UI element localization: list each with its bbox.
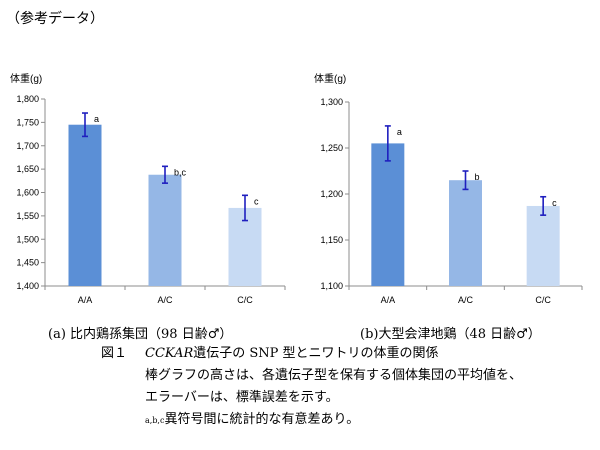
x-tick-label: A/A [78, 295, 93, 305]
significance-label: a [397, 127, 402, 137]
significance-label: c [254, 196, 259, 206]
y-tick-label: 1,500 [16, 234, 39, 244]
caption-line-4: a,b,c異符号間に統計的な有意差あり。 [101, 409, 522, 432]
y-tick-label: 1,150 [320, 235, 343, 245]
y-tick-label: 1,650 [16, 164, 39, 174]
bar [68, 124, 102, 287]
y-tick-label: 1,300 [320, 97, 343, 107]
bar [371, 143, 405, 286]
x-tick-label: A/C [157, 295, 173, 305]
significance-label: a [94, 114, 99, 124]
y-tick-label: 1,250 [320, 143, 343, 153]
significance-letters: a,b,c [145, 416, 165, 425]
chart-a: 体重(g) 1,400 1,450 1,500 1,550 1,600 1,650 1,700… [10, 72, 286, 305]
bar [449, 180, 482, 286]
figure-title-line: 図１ CCKAR遺伝子の SNP 型とニワトリの体重の関係 [101, 343, 522, 365]
x-tick-label: A/C [458, 295, 474, 305]
y-axis-label: 体重(g) [10, 72, 42, 85]
y-tick-label: 1,800 [16, 94, 39, 104]
y-tick-label: 1,550 [16, 211, 39, 221]
y-tick-label: 1,200 [320, 189, 343, 199]
subcaption-a: (a) 比内鶏孫集団（98 日齢♂） [48, 327, 233, 342]
y-tick-label: 1,700 [16, 141, 39, 151]
x-tick-label: C/C [535, 295, 551, 305]
significance-label: b,c [174, 167, 187, 177]
significance-label: c [552, 198, 557, 208]
bar [148, 174, 182, 286]
significance-note: 異符号間に統計的な有意差あり。 [164, 412, 360, 427]
figure-label: 図１ [101, 346, 128, 361]
bar [526, 205, 560, 286]
page-header: （参考データ） [6, 11, 104, 27]
y-tick-label: 1,100 [320, 281, 343, 291]
figure-title: 遺伝子の SNP 型とニワトリの体重の関係 [193, 346, 439, 361]
gene-name: CCKAR [145, 346, 194, 361]
y-tick-label: 1,750 [16, 117, 39, 127]
significance-label: b [475, 172, 480, 182]
subcaption-b: (b)大型会津地鶏（48 日齢♂） [360, 327, 541, 342]
caption-line-3: エラーバーは、標準誤差を示す。 [145, 390, 339, 405]
figure-caption: 図１ CCKAR遺伝子の SNP 型とニワトリの体重の関係 棒グラフの高さは、各遺… [101, 343, 522, 432]
y-axis-label: 体重(g) [314, 72, 346, 85]
x-tick-label: A/A [381, 295, 396, 305]
caption-line-2: 棒グラフの高さは、各遺伝子型を保有する個体集団の平均値を、 [145, 368, 523, 383]
chart-b: 体重(g) 1,100 1,150 1,200 1,250 1,300 a A/A b A/C c C… [314, 72, 583, 305]
y-tick-label: 1,400 [16, 281, 39, 291]
y-tick-label: 1,600 [16, 188, 39, 198]
y-tick-label: 1,450 [16, 258, 39, 268]
x-tick-label: C/C [237, 295, 253, 305]
